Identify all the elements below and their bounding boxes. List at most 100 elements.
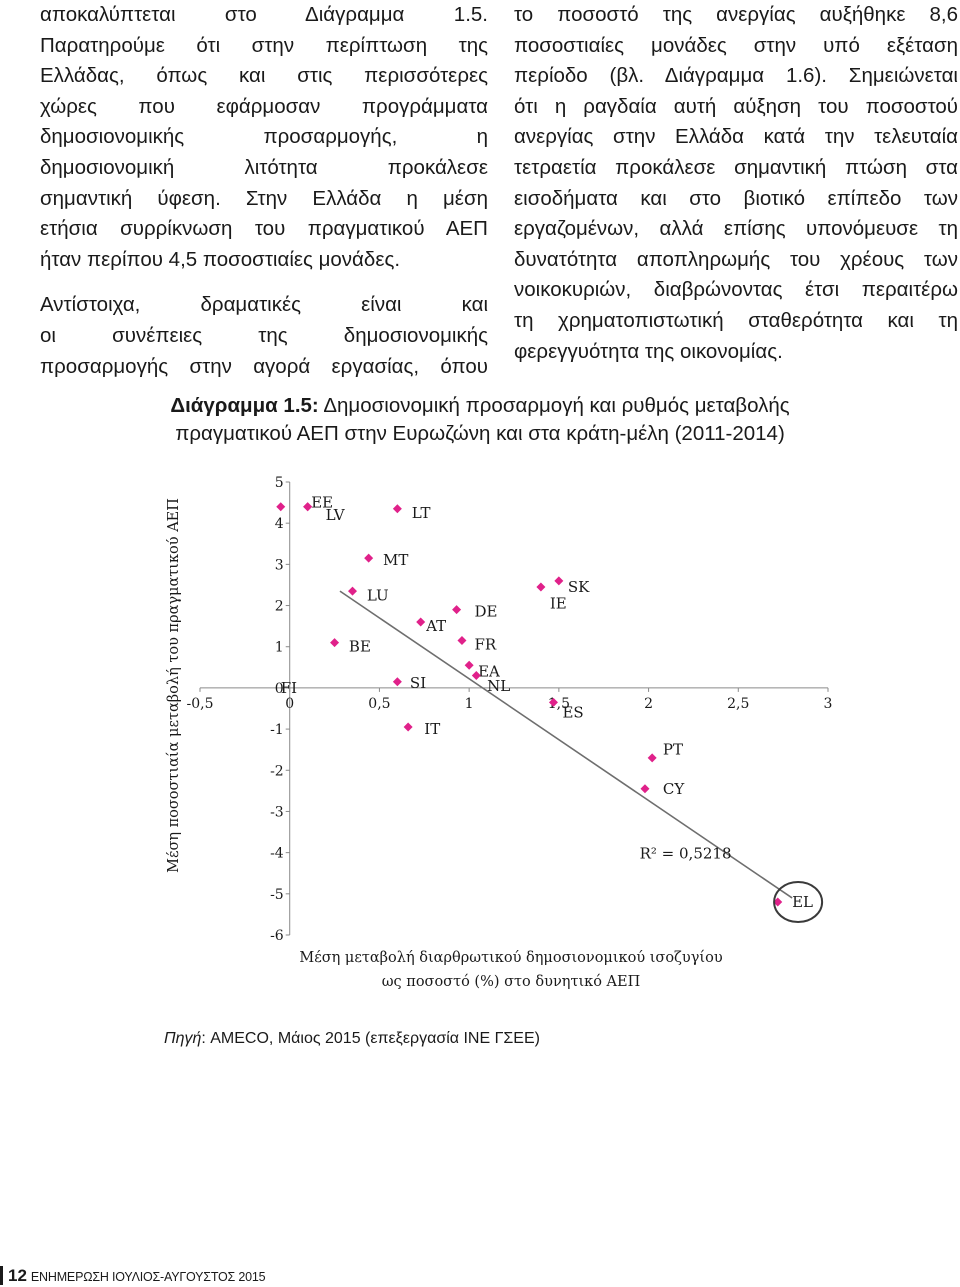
right-p1-line: ανεργίας στην Ελλάδα κατά την τελευταία — [514, 125, 958, 149]
point-label-be: BE — [349, 638, 371, 656]
data-point-el — [773, 897, 783, 907]
source-label: Πηγή — [164, 1030, 202, 1047]
left-paragraph-2: Αντίστοιχα, δραματικές είναι και οι συνέπ… — [40, 290, 488, 382]
x-tick-label: 2 — [644, 696, 653, 712]
y-tick-label: -5 — [270, 887, 284, 903]
y-axis-title: Μέση ποσοστιαία μεταβολή του πραγματικού… — [165, 498, 182, 873]
data-point-es — [548, 697, 558, 707]
data-point-lt — [392, 504, 402, 514]
data-point-mt — [364, 553, 374, 563]
y-tick-label: 1 — [275, 640, 284, 656]
point-label-ee: EE — [311, 494, 333, 512]
point-label-ea: EA — [478, 662, 500, 680]
highlight-circle — [773, 881, 824, 924]
x-axis-title-line: Μέση μεταβολή διαρθρωτικού δημοσιονομικο… — [299, 949, 722, 966]
point-label-de: DE — [475, 603, 498, 621]
point-label-pt: PT — [663, 741, 683, 759]
left-p2-line: προσαρμογής στην αγορά εργασίας, όπου — [40, 354, 488, 378]
left-paragraph-1: αποκαλύπτεται στο Διάγραμμα 1.5. Παρατηρο… — [40, 0, 488, 275]
right-p1-line: τετραετία προκάλεσε σημαντική πτώση στα — [514, 155, 958, 179]
left-p1-line: αποκαλύπτεται στο Διάγραμμα 1.5. — [40, 3, 488, 26]
left-p1-line: ετήσια συρρίκνωση του πραγματικού ΑΕΠ — [40, 217, 488, 241]
page-footer: 12 ΕΝΗΜΕΡΩΣΗ ΙΟΥΛΙΟΣ-ΑΥΓΟΥΣΤΟΣ 2015 — [0, 1266, 266, 1285]
left-p1-line: Ελλάδας, όπως και στις περισσότερες — [40, 64, 488, 88]
right-p1-line: δυνατότητα αποπληρωμής του χρέους των — [514, 247, 958, 271]
y-tick-label: 0 — [275, 681, 284, 697]
figure-caption-line-2: πραγματικού ΑΕΠ στην Ευρωζώνη και στα κρ… — [175, 422, 785, 445]
data-point-lv — [303, 502, 313, 512]
data-point-fr — [457, 636, 467, 646]
left-p1-line: δημοσιονομική λιτότητα προκάλεσε — [40, 155, 488, 179]
data-point-sk — [554, 576, 564, 586]
point-label-nl: NL — [487, 677, 510, 695]
source-note: Πηγή: AMECO, Μάιος 2015 (επεξεργασία ΙΝΕ… — [164, 1030, 540, 1048]
right-p1-line: εισοδήματα και στο βιοτικό επίπεδο των — [514, 186, 958, 210]
data-point-si — [392, 677, 402, 687]
data-point-cy — [640, 784, 650, 794]
data-point-lu — [348, 586, 358, 596]
x-tick-label: 2,5 — [727, 696, 749, 712]
x-tick-label: 1 — [465, 696, 474, 712]
left-p1-line: χώρες που εφάρμοσαν προγράμματα — [40, 94, 488, 118]
data-point-ea — [464, 660, 474, 670]
data-point-pt — [647, 753, 657, 763]
right-p1-line: εργαζομένων, αλλά επίσης υπονόμευσε τη — [514, 217, 958, 241]
right-p1-line: νοικοκυριών, διαβρώνοντας έτσι περαιτέρω — [514, 278, 958, 302]
x-axis-title-line: ως ποσοστό (%) στο δυνητικό ΑΕΠ — [382, 974, 641, 990]
left-p2-line: Αντίστοιχα, δραματικές είναι και — [40, 293, 488, 317]
figure-caption: Διάγραμμα 1.5: Δημοσιονομική προσαρμογή … — [0, 392, 960, 448]
page-number: 12 — [0, 1266, 31, 1285]
point-label-fr: FR — [475, 636, 497, 654]
y-tick-label: -3 — [270, 804, 284, 820]
figure-title-part-1: Δημοσιονομική προσαρμογή και ρυθμός μετα… — [318, 394, 790, 417]
y-tick-label: 5 — [275, 475, 284, 491]
x-tick-label: 0,5 — [368, 696, 390, 712]
right-text-column: το ποσοστό της ανεργίας αυξήθηκε 8,6 ποσο… — [514, 0, 958, 367]
data-point-de — [452, 605, 462, 615]
left-p1-line: ήταν περίπου 4,5 ποσοστιαίες μονάδες. — [40, 247, 401, 271]
left-text-column: αποκαλύπτεται στο Διάγραμμα 1.5. Παρατηρο… — [40, 0, 488, 382]
left-p2-line: οι συνέπειες της δημοσιονομικής — [40, 323, 488, 347]
point-label-at: AT — [425, 617, 446, 635]
point-label-lt: LT — [412, 504, 431, 522]
y-tick-label: 2 — [275, 599, 284, 615]
figure-label: Διάγραμμα 1.5: — [170, 394, 319, 417]
r-squared-label: R² = 0,5218 — [640, 845, 732, 863]
source-text: : AMECO, Μάιος 2015 (επεξεργασία ΙΝΕ ΓΣΕ… — [201, 1030, 540, 1047]
point-label-cy: CY — [663, 780, 685, 798]
right-p1-line: φερεγγυότητα της οικονομίας. — [514, 339, 783, 363]
data-point-ie — [536, 582, 546, 592]
y-tick-label: -2 — [270, 763, 284, 779]
data-point-be — [330, 638, 340, 648]
point-label-it: IT — [424, 720, 440, 738]
right-p1-line: περίοδο (βλ. Διάγραμμα 1.6). Σημειώνεται — [514, 64, 958, 88]
x-tick-label: 0 — [285, 696, 294, 712]
trendline — [339, 590, 793, 899]
point-label-fi: FI — [281, 679, 297, 697]
point-label-el: EL — [792, 893, 813, 911]
right-p1-line: ότι η ραγδαία αυτή αύξηση του ποσοστού — [514, 94, 958, 118]
right-p1-line: ποσοστιαίες μονάδες στην υπό εξέταση — [514, 33, 958, 57]
y-tick-label: -4 — [270, 846, 284, 862]
x-tick-label: -0,5 — [187, 696, 214, 712]
point-label-lu: LU — [367, 586, 389, 604]
point-label-ie: IE — [550, 594, 567, 612]
x-tick-label: 3 — [824, 696, 833, 712]
point-label-mt: MT — [383, 551, 408, 569]
footer-title: ΕΝΗΜΕΡΩΣΗ ΙΟΥΛΙΟΣ-ΑΥΓΟΥΣΤΟΣ 2015 — [30, 1270, 266, 1284]
figure-caption-line-1: Διάγραμμα 1.5: Δημοσιονομική προσαρμογή … — [0, 392, 960, 420]
y-tick-label: 4 — [275, 516, 284, 532]
y-tick-label: -6 — [270, 928, 284, 944]
point-label-lv: LV — [326, 506, 346, 524]
data-point-at — [416, 617, 426, 627]
left-p1-line: σημαντική ύφεση. Στην Ελλάδα η μέση — [40, 186, 488, 210]
left-p1-line: δημοσιονομικής προσαρμογής, η — [40, 125, 488, 149]
right-p1-line: το ποσοστό της ανεργίας αυξήθηκε 8,6 — [514, 3, 958, 26]
right-paragraph: το ποσοστό της ανεργίας αυξήθηκε 8,6 ποσο… — [514, 0, 958, 367]
y-tick-label: 3 — [275, 557, 284, 573]
y-tick-label: -1 — [270, 722, 284, 738]
point-label-es: ES — [562, 704, 583, 722]
left-p1-line: Παρατηρούμε ότι στην περίπτωση της — [40, 33, 488, 57]
point-label-si: SI — [410, 674, 426, 692]
